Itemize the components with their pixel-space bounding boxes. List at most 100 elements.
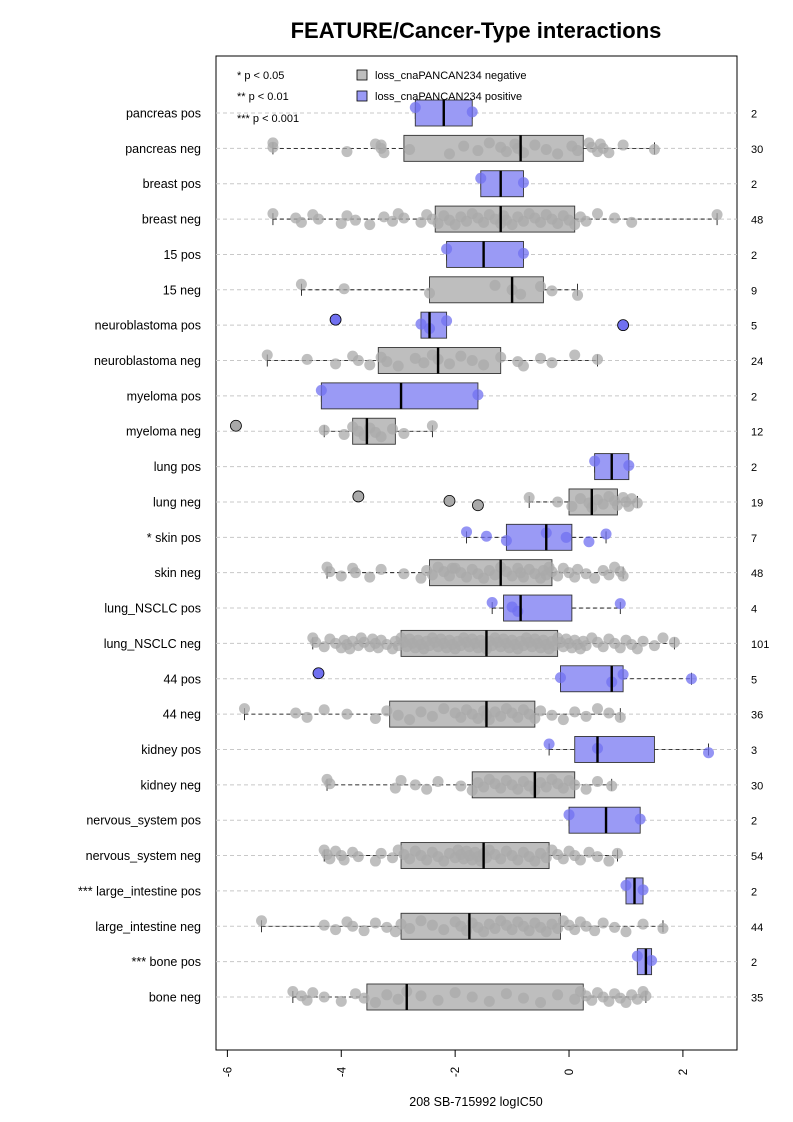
group-count-neuroblastoma-neg: 24 [751, 356, 763, 368]
data-point [395, 774, 407, 786]
data-point [535, 352, 547, 364]
data-point [637, 635, 649, 647]
data-point [261, 349, 273, 361]
data-point [267, 141, 279, 153]
data-point [580, 568, 592, 580]
data-point [318, 641, 330, 653]
data-point [392, 709, 404, 721]
data-point [685, 673, 697, 685]
data-point [478, 216, 490, 228]
group-count-kidney-pos: 3 [751, 745, 757, 757]
group-count-pancreas-pos: 2 [751, 109, 757, 121]
data-point [415, 706, 427, 718]
data-point [315, 384, 327, 396]
data-point [591, 208, 603, 220]
data-point [295, 216, 307, 228]
group-boxes [230, 99, 723, 1011]
group-count-pancreas-neg: 30 [751, 144, 763, 156]
group-count-large-intestine-pos: 2 [751, 886, 757, 898]
data-point [404, 853, 416, 865]
group-label-large-intestine-pos: *** large_intestine pos [78, 884, 201, 898]
group-label-44-pos: 44 pos [163, 672, 201, 686]
data-point [614, 598, 626, 610]
legend-sig-1: * p < 0.05 [237, 70, 284, 82]
data-point [603, 147, 615, 159]
data-point [603, 995, 615, 1007]
data-point [415, 915, 427, 927]
group-label-pancreas-neg: pancreas neg [125, 142, 201, 156]
data-point [529, 713, 541, 725]
data-point [512, 783, 524, 795]
data-point [535, 705, 547, 717]
x-tick-label: -6 [222, 1067, 234, 1077]
group-label-lung-neg: lung neg [153, 495, 201, 509]
group-label-lung-nsclc-pos: lung_NSCLC pos [104, 602, 201, 616]
group-myeloma-pos [315, 382, 484, 410]
data-point [426, 420, 438, 432]
data-point [375, 563, 387, 575]
data-point [324, 778, 336, 790]
data-point [341, 708, 353, 720]
data-point [591, 851, 603, 863]
legend-swatch-positive [356, 90, 368, 102]
data-point [387, 215, 399, 227]
x-tick-label: 0 [564, 1069, 576, 1075]
data-point [307, 987, 319, 999]
data-point [580, 920, 592, 932]
x-axis-label: 208 SB-715992 logIC50 [409, 1095, 542, 1109]
data-point [589, 925, 601, 937]
group-44-pos [312, 665, 697, 693]
data-point [657, 632, 669, 644]
data-point [432, 217, 444, 229]
data-point [466, 355, 478, 367]
data-point [535, 281, 547, 292]
data-point [563, 809, 575, 821]
data-point [341, 210, 353, 222]
outlier-point [472, 499, 484, 512]
data-point [614, 711, 626, 723]
data-point [364, 571, 376, 583]
legend-sig-3: *** p < 0.001 [237, 113, 299, 125]
chart-title: FEATURE/Cancer-Type interactions [291, 18, 662, 43]
group-pancreas-pos [409, 99, 478, 127]
data-point [552, 148, 564, 160]
data-point [583, 846, 595, 858]
data-point [517, 992, 529, 1004]
group-label-skin-neg: skin neg [154, 566, 201, 580]
data-point [495, 782, 507, 794]
data-point [637, 918, 649, 930]
data-point [495, 710, 507, 722]
legend-swatch-negative [356, 69, 368, 81]
data-point [375, 847, 387, 859]
data-point [603, 569, 615, 581]
data-point [517, 177, 529, 189]
group-label-breast-neg: breast neg [142, 213, 201, 227]
data-point [369, 997, 381, 1008]
data-point [572, 145, 584, 157]
data-point [580, 215, 592, 227]
group-label-kidney-pos: kidney pos [141, 743, 201, 757]
data-point [634, 813, 646, 825]
data-point [381, 989, 393, 1001]
data-point [432, 776, 444, 788]
outlier-point [312, 667, 325, 680]
data-point [597, 641, 609, 653]
group-lung-neg [352, 488, 643, 516]
data-point [506, 570, 518, 582]
data-point [301, 711, 313, 723]
data-point [415, 318, 427, 330]
box [480, 170, 524, 198]
data-point [387, 423, 399, 435]
x-axis: -6 -4 -2 0 2 [222, 1049, 690, 1077]
data-point [495, 351, 507, 363]
group-15-neg [295, 276, 584, 304]
group-count-breast-neg: 48 [751, 215, 763, 227]
data-point [398, 212, 410, 224]
data-point [620, 997, 632, 1008]
data-point [350, 567, 362, 579]
group-count-myeloma-pos: 2 [751, 391, 757, 403]
data-point [389, 926, 401, 938]
data-point [500, 988, 512, 1000]
data-point [580, 783, 592, 795]
data-point [611, 499, 623, 511]
